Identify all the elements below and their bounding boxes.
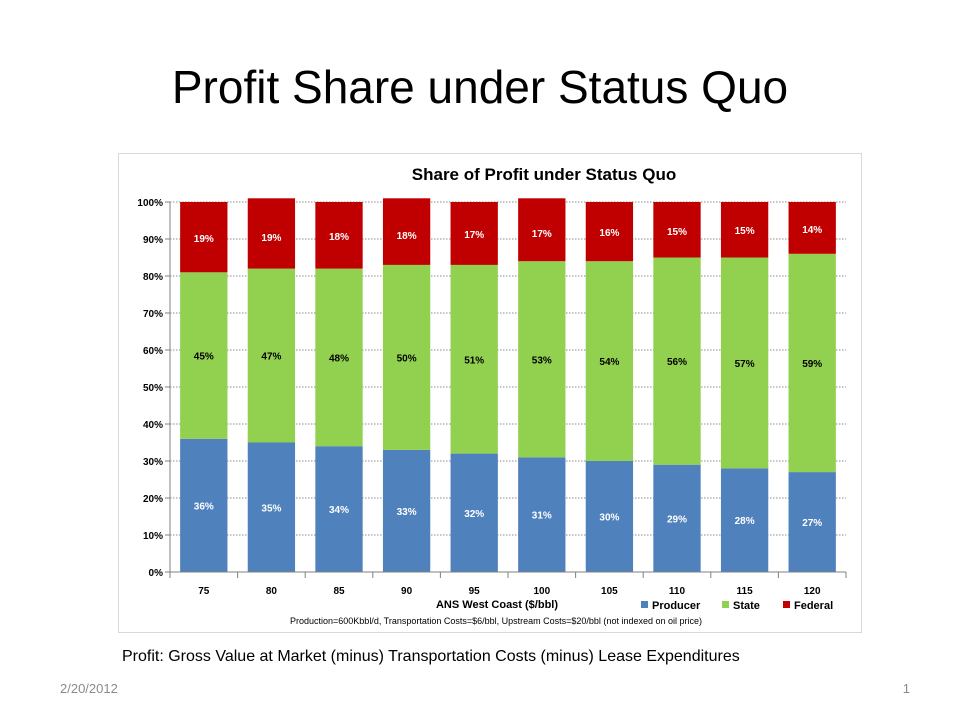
bar-segment-federal xyxy=(315,202,363,269)
bar-segment-federal xyxy=(653,202,701,258)
bar-segment-producer xyxy=(788,472,836,572)
data-label: 36% xyxy=(194,501,214,512)
x-tick-label: 90 xyxy=(401,586,413,597)
bar-segment-federal xyxy=(180,202,228,273)
x-tick-label: 110 xyxy=(669,586,686,597)
data-label: 33% xyxy=(397,507,417,518)
bar-segment-state xyxy=(788,253,836,473)
data-label: 15% xyxy=(735,226,755,237)
bar-segment-state xyxy=(518,261,566,458)
data-label: 19% xyxy=(261,233,281,244)
data-label: 35% xyxy=(261,503,281,514)
stacked-bar-chart: Share of Profit under Status Quo 36% 45% 1… xyxy=(137,165,847,626)
slide-caption: Profit: Gross Value at Market (minus) Tr… xyxy=(122,648,740,665)
bar-segment-state xyxy=(382,264,431,450)
legend-swatch-producer xyxy=(641,601,648,608)
data-label: 14% xyxy=(802,225,822,236)
data-label: 32% xyxy=(464,509,484,520)
data-label: 19% xyxy=(194,234,214,245)
bar-segment-producer xyxy=(315,446,363,572)
x-tick-label: 75 xyxy=(198,586,210,597)
bar-segment-federal xyxy=(720,202,769,258)
data-label: 59% xyxy=(802,359,822,370)
legend-swatch-federal xyxy=(783,601,790,608)
chart-title: Share of Profit under Status Quo xyxy=(412,165,676,184)
y-tick-label: 80% xyxy=(143,272,163,283)
data-label: 56% xyxy=(667,357,687,368)
data-label: 16% xyxy=(599,228,619,239)
y-tick-label: 20% xyxy=(143,494,163,505)
data-label: 48% xyxy=(329,353,349,364)
bar-segment-state xyxy=(653,257,701,465)
data-label: 45% xyxy=(194,352,214,363)
x-tick-label: 115 xyxy=(737,586,754,597)
data-label: 30% xyxy=(599,513,619,524)
chart-note: Production=600Kbbl/d, Transportation Cos… xyxy=(290,616,702,626)
bar-segment-producer xyxy=(585,461,634,572)
y-tick-label: 60% xyxy=(143,346,163,357)
bar-segment-producer xyxy=(450,453,498,572)
legend: Producer State Federal xyxy=(641,600,833,612)
x-tick-label: 85 xyxy=(333,586,345,597)
y-tick-label: 10% xyxy=(143,531,163,542)
bar-segment-producer xyxy=(653,464,701,572)
data-label: 34% xyxy=(329,505,349,516)
bar-segment-federal xyxy=(585,202,634,262)
y-tick-label: 50% xyxy=(143,383,163,394)
data-label: 27% xyxy=(802,518,822,529)
x-tick-label: 95 xyxy=(469,586,481,597)
legend-label-producer: Producer xyxy=(652,600,701,612)
bar-segment-federal xyxy=(788,202,836,254)
x-tick-label: 80 xyxy=(266,586,278,597)
footer-page-number: 1 xyxy=(902,681,910,696)
data-label: 29% xyxy=(667,514,687,525)
y-tick-label: 100% xyxy=(137,198,163,209)
axes: 0% 10% 20% 30% 40% 50% 60% 70% 80% 90% 100% 75 80 85 9… xyxy=(137,198,847,597)
legend-label-federal: Federal xyxy=(794,600,833,612)
data-label: 17% xyxy=(532,229,552,240)
y-tick-label: 90% xyxy=(143,235,163,246)
bar-segment-state xyxy=(450,264,498,454)
bar-segment-producer xyxy=(518,457,566,572)
bar-segment-producer xyxy=(720,468,769,572)
data-label: 18% xyxy=(397,231,417,242)
data-label: 54% xyxy=(599,357,619,368)
data-label: 53% xyxy=(532,355,552,366)
data-label: 51% xyxy=(464,355,484,366)
bars: 36% 45% 19% 35% 47% 19% 34% 48% 18% 33% 50% 18% 32% 5… xyxy=(180,198,836,572)
legend-label-state: State xyxy=(733,600,760,612)
data-label: 50% xyxy=(397,353,417,364)
bar-segment-federal xyxy=(247,198,296,269)
bar-segment-federal xyxy=(382,198,431,265)
chart-frame: Share of Profit under Status Quo 36% 45% 1… xyxy=(118,153,862,633)
y-tick-label: 70% xyxy=(143,309,163,320)
data-label: 17% xyxy=(464,230,484,241)
slide-title: Profit Share under Status Quo xyxy=(171,61,789,113)
x-tick-label: 100 xyxy=(533,586,550,597)
data-label: 31% xyxy=(532,511,552,522)
y-tick-label: 30% xyxy=(143,457,163,468)
data-label: 57% xyxy=(735,359,755,370)
bar-segment-state xyxy=(585,261,634,461)
footer-date: 2/20/2012 xyxy=(60,681,118,696)
bar-segment-producer xyxy=(247,442,296,572)
y-tick-label: 40% xyxy=(143,420,163,431)
bar-segment-producer xyxy=(180,438,228,572)
bar-segment-state xyxy=(315,268,363,447)
bar-segment-state xyxy=(180,272,228,439)
bar-segment-producer xyxy=(382,449,431,572)
bar-segment-federal xyxy=(518,198,566,262)
y-tick-label: 0% xyxy=(149,568,164,579)
data-label: 15% xyxy=(667,227,687,238)
data-label: 28% xyxy=(735,516,755,527)
legend-swatch-state xyxy=(722,601,729,608)
data-label: 47% xyxy=(261,352,281,363)
x-tick-label: 105 xyxy=(601,586,618,597)
bar-segment-state xyxy=(720,257,769,469)
data-label: 18% xyxy=(329,232,349,243)
x-axis-label: ANS West Coast ($/bbl) xyxy=(436,599,558,611)
bar-segment-federal xyxy=(450,202,498,265)
bar-segment-state xyxy=(247,268,296,443)
x-tick-label: 120 xyxy=(804,586,821,597)
